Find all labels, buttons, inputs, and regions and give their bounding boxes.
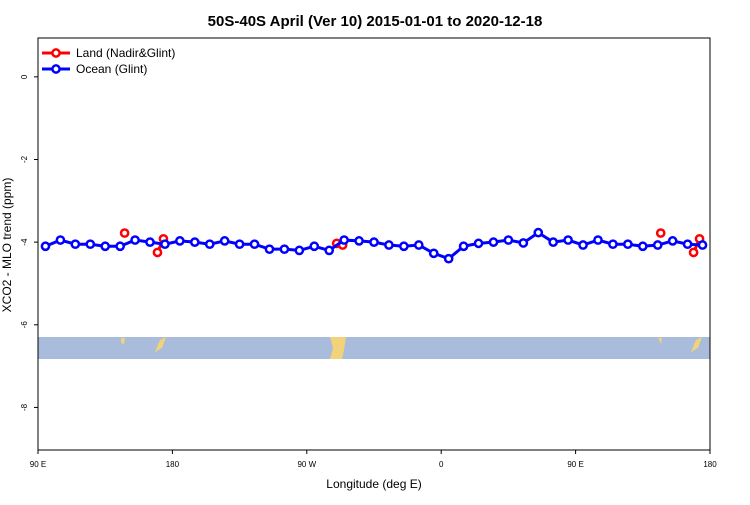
data-point [130, 235, 140, 245]
data-point [637, 241, 648, 252]
data-point [115, 241, 125, 252]
x-tick-label: 90 W [297, 460, 316, 469]
land-shape [691, 337, 702, 352]
y-tick-label: 0 [20, 74, 29, 79]
data-point [399, 241, 409, 252]
data-point [249, 239, 260, 250]
data-point [85, 239, 96, 250]
map-strip [38, 337, 710, 359]
y-tick-label: -2 [20, 155, 29, 163]
land-shape [155, 337, 166, 352]
data-point [655, 228, 666, 238]
data-point [578, 240, 588, 250]
data-point [294, 245, 305, 256]
data-point [152, 247, 163, 258]
data-point [70, 239, 81, 250]
data-point [503, 235, 514, 245]
data-point [667, 236, 678, 246]
data-point [488, 237, 499, 247]
legend-label: Land (Nadir&Glint) [76, 46, 175, 60]
data-point [593, 235, 603, 245]
land-shape [121, 338, 125, 344]
data-point [219, 236, 230, 246]
x-tick-label: 180 [166, 460, 180, 469]
data-point [682, 239, 693, 250]
data-point [652, 240, 663, 250]
data-point [189, 237, 200, 247]
data-point [473, 238, 484, 249]
y-tick-label: -8 [20, 403, 29, 411]
data-point [623, 239, 633, 250]
land-shape [330, 337, 346, 359]
data-point [608, 239, 618, 250]
data-point [264, 244, 275, 255]
data-point [339, 235, 349, 245]
data-point [533, 227, 544, 238]
data-point [234, 239, 245, 250]
chart-title: 50S-40S April (Ver 10) 2015-01-01 to 202… [208, 13, 543, 30]
y-axis-label: XCO2 - MLO trend (ppm) [0, 178, 14, 313]
land-shape [658, 338, 662, 344]
legend-marker [51, 64, 61, 74]
data-point [100, 241, 111, 252]
x-tick-label: 90 E [30, 460, 46, 469]
data-point [354, 236, 364, 246]
data-point [55, 235, 66, 245]
data-point [369, 237, 379, 247]
data-point [145, 237, 155, 247]
plot-frame [37, 37, 711, 451]
y-tick-label: -4 [20, 238, 29, 246]
data-point [458, 241, 469, 252]
x-axis-label: Longitude (deg E) [326, 477, 421, 491]
data-point [688, 247, 699, 258]
data-point [413, 240, 424, 250]
legend-marker [51, 48, 61, 58]
data-point [324, 245, 335, 256]
data-point [40, 241, 51, 252]
y-tick-label: -6 [20, 321, 29, 329]
legend-label: Ocean (Glint) [76, 62, 147, 76]
data-point [160, 239, 170, 250]
data-point [119, 228, 130, 238]
data-point [518, 238, 529, 248]
x-tick-label: 180 [703, 460, 717, 469]
data-point [279, 244, 290, 255]
data-point [204, 239, 215, 250]
data-point [384, 240, 394, 250]
data-point [563, 235, 573, 245]
x-tick-label: 0 [439, 460, 444, 469]
data-point [697, 240, 708, 250]
data-point [548, 237, 559, 247]
data-point [175, 236, 185, 246]
data-point [428, 248, 439, 259]
ocean-band [38, 337, 710, 359]
x-tick-label: 90 E [567, 460, 583, 469]
data-point [309, 241, 320, 252]
data-point [443, 253, 454, 264]
